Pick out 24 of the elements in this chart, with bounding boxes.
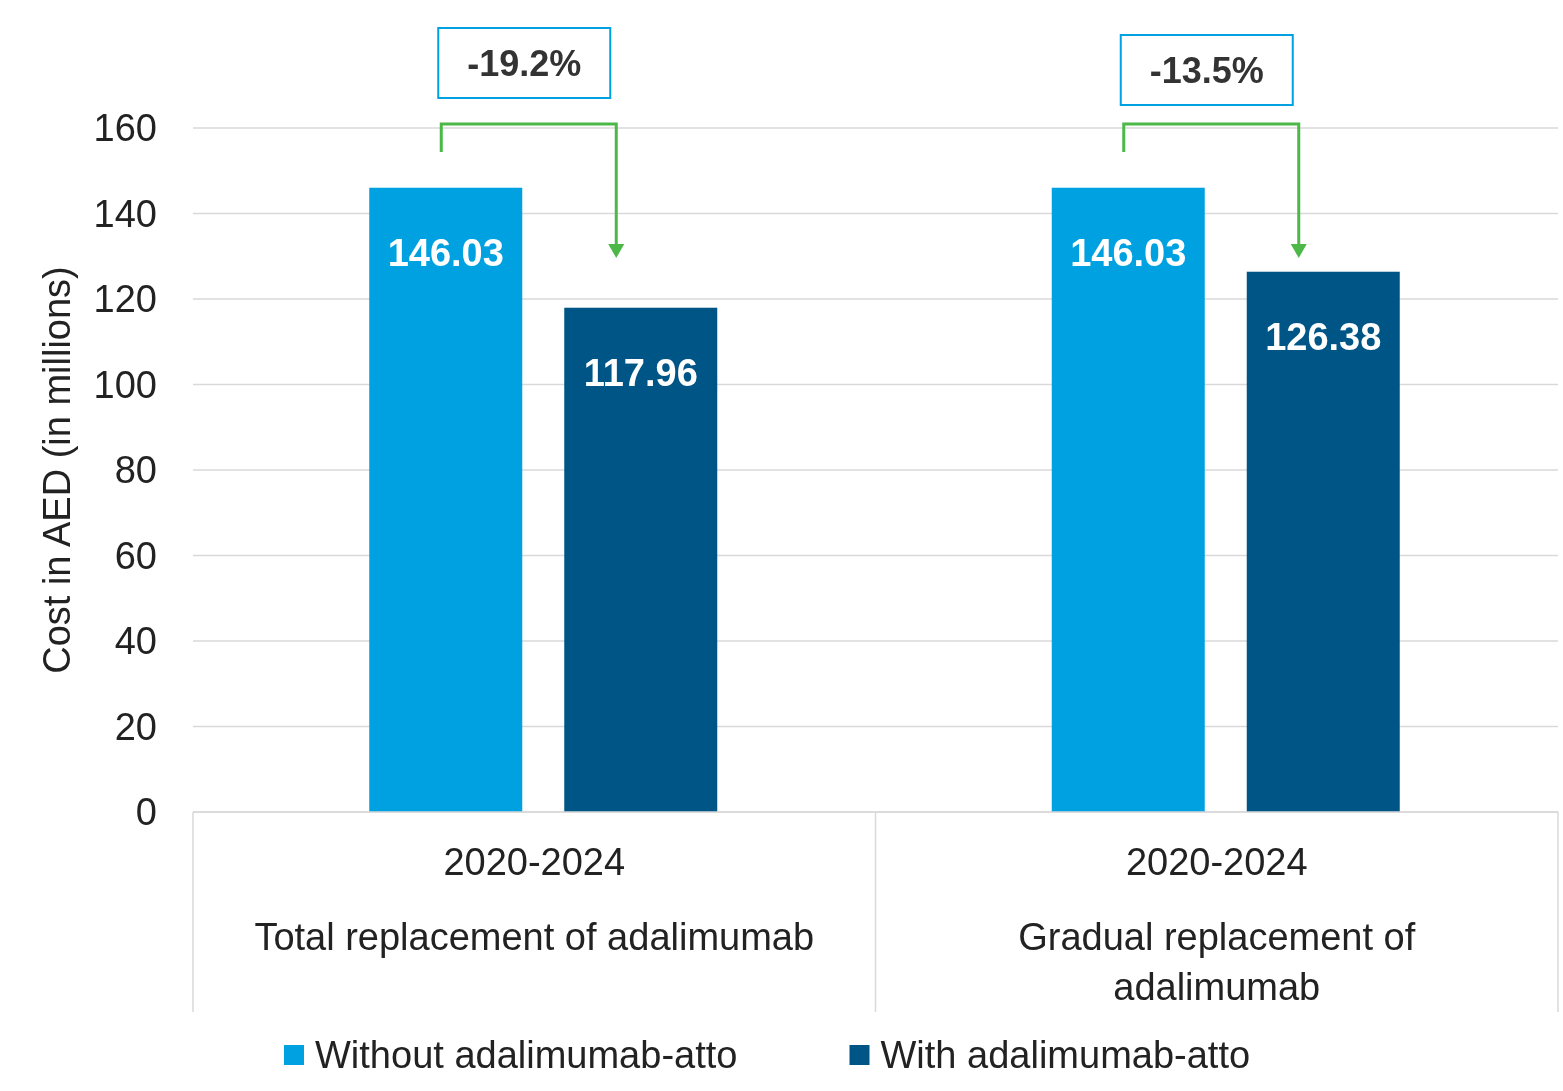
text: -13.5% — [1149, 49, 1264, 91]
legend-label: Without adalimumab-atto — [315, 1034, 738, 1077]
bar — [369, 187, 523, 812]
y-tick-label: 140 — [93, 192, 157, 235]
bar — [1051, 187, 1205, 812]
text: -19.2% — [467, 42, 582, 84]
y-axis-title: Cost in AED (in millions) — [36, 266, 78, 674]
data-label: 146.03 — [1070, 231, 1187, 274]
y-tick-label: 0 — [135, 791, 157, 834]
y-tick-label: 120 — [93, 278, 157, 321]
data-label: 126.38 — [1265, 315, 1382, 358]
y-tick-label: 80 — [114, 449, 157, 492]
y-tick-label: 100 — [93, 363, 157, 406]
data-label: 146.03 — [387, 231, 504, 274]
x-tick-label: 2020-2024 Gradual replacement of adalimumab — [1018, 841, 1416, 1008]
y-tick-label: 160 — [93, 107, 157, 150]
legend-label: With adalimumab-atto — [880, 1034, 1251, 1077]
data-label: 117.96 — [583, 351, 698, 394]
y-tick-label: 20 — [114, 705, 157, 748]
x-tick-label: 2020-2024 Total replacement of adalimumab — [254, 841, 815, 958]
y-tick-label: 40 — [114, 620, 157, 663]
bar — [564, 307, 718, 812]
y-tick-label: 60 — [114, 534, 157, 577]
bar — [1246, 271, 1400, 812]
